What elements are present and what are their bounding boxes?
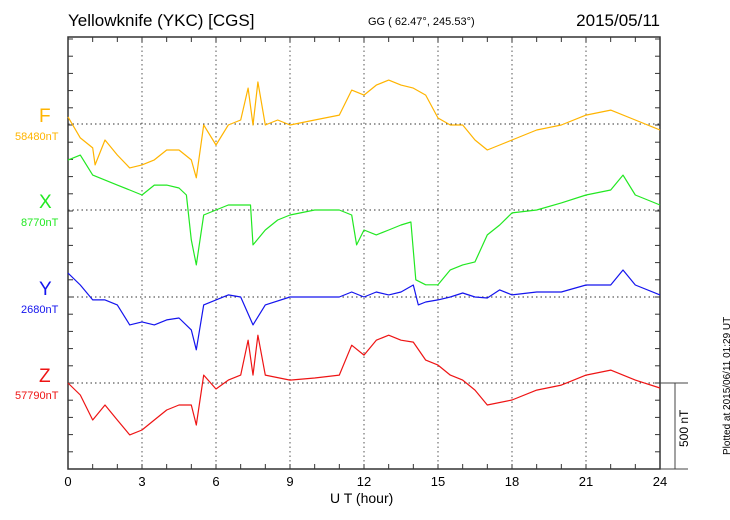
station-title: Yellowknife (YKC) [CGS] [68, 11, 255, 30]
x-tick-label: 3 [138, 474, 146, 489]
scale-bar-label: 500 nT [677, 409, 691, 447]
x-tick-label: 18 [504, 474, 520, 489]
series-line-x [67, 154, 661, 286]
baseline-label-y: 2680nT [21, 304, 59, 316]
baseline-label-x: 8770nT [21, 217, 59, 229]
x-tick-label: 12 [356, 474, 372, 489]
x-axis-label: U T (hour) [330, 490, 394, 506]
plotted-timestamp: Plotted at 2015/06/11 01:29 UT [722, 316, 730, 455]
x-tick-label: 6 [212, 474, 220, 489]
component-label-f: F [39, 106, 51, 127]
x-tick-label: 24 [652, 474, 668, 489]
x-tick-label: 21 [578, 474, 594, 489]
x-tick-label: 9 [286, 474, 294, 489]
series-line-f [67, 79, 661, 179]
baseline-label-z: 57790nT [15, 390, 59, 402]
component-label-z: Z [39, 366, 51, 387]
series-line-z [67, 334, 661, 436]
component-label-x: X [39, 192, 52, 213]
plot-date: 2015/05/11 [576, 11, 660, 30]
x-tick-label: 0 [64, 474, 72, 489]
series-line-y [67, 269, 661, 351]
baseline-label-f: 58480nT [15, 131, 59, 143]
component-label-y: Y [39, 279, 52, 300]
geographic-coordinates: GG ( 62.47°, 245.53°) [368, 16, 475, 28]
x-tick-label: 15 [430, 474, 446, 489]
